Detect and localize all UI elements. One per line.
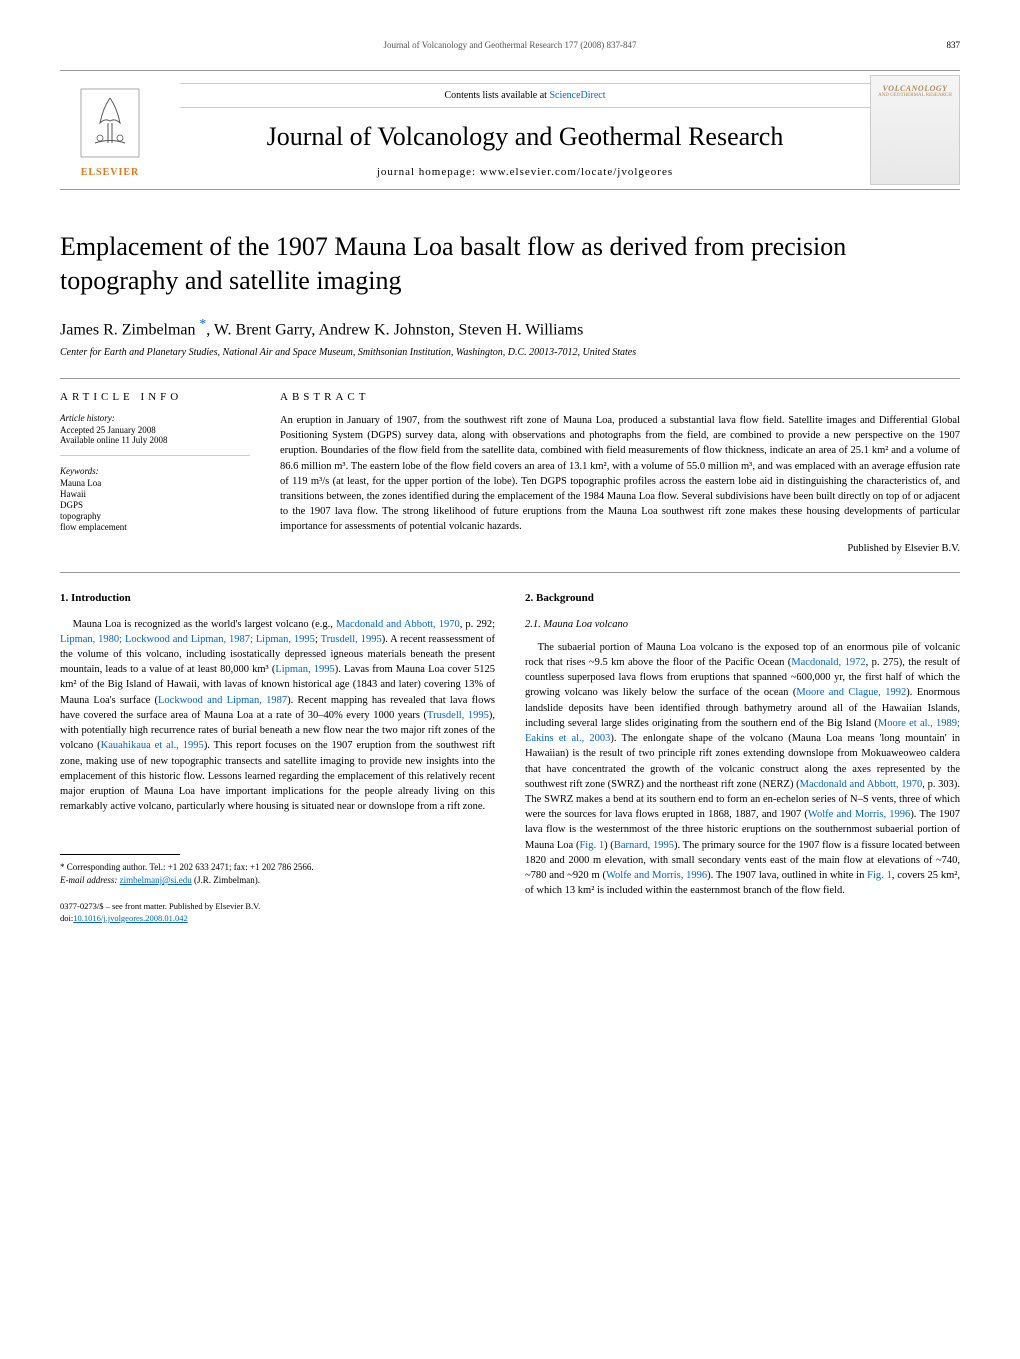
corresponding-author-footnote: * Corresponding author. Tel.: +1 202 633… [60, 861, 495, 886]
text-run: ). The 1907 lava, outlined in white in [707, 870, 867, 881]
body-columns: 1. Introduction Mauna Loa is recognized … [60, 591, 960, 925]
section-heading-intro: 1. Introduction [60, 591, 495, 607]
front-matter-line: 0377-0273/$ – see front matter. Publishe… [60, 901, 495, 913]
abstract-heading: ABSTRACT [280, 391, 960, 403]
affiliation: Center for Earth and Planetary Studies, … [60, 347, 960, 358]
cover-thumb-title: VOLCANOLOGY [882, 84, 947, 93]
homepage-prefix: journal homepage: [377, 166, 480, 178]
email-suffix: (J.R. Zimbelman). [192, 875, 260, 885]
running-header: Journal of Volcanology and Geothermal Re… [60, 40, 960, 50]
online-date: Available online 11 July 2008 [60, 435, 250, 445]
doi-prefix: doi: [60, 913, 73, 923]
front-matter: 0377-0273/$ – see front matter. Publishe… [60, 901, 495, 925]
email-label: E-mail address: [60, 875, 120, 885]
keyword: topography [60, 511, 250, 521]
doi-line: doi:10.1016/j.jvolgeores.2008.01.042 [60, 913, 495, 925]
footnote-separator [60, 854, 180, 855]
citation-link[interactable]: Lipman, 1995 [275, 664, 334, 675]
doi-link[interactable]: 10.1016/j.jvolgeores.2008.01.042 [73, 913, 188, 923]
keyword: Mauna Loa [60, 478, 250, 488]
right-column: 2. Background 2.1. Mauna Loa volcano The… [525, 591, 960, 925]
section-heading-background: 2. Background [525, 591, 960, 607]
article-title: Emplacement of the 1907 Mauna Loa basalt… [60, 230, 960, 298]
citation-link[interactable]: Moore and Clague, 1992 [796, 687, 906, 698]
keywords-list: Mauna Loa Hawaii DGPS topography flow em… [60, 478, 250, 532]
citation-link[interactable]: Lockwood and Lipman, 1987 [158, 695, 287, 706]
figure-link[interactable]: Fig. 1 [867, 870, 892, 881]
page-number: 837 [947, 40, 961, 50]
keyword: flow emplacement [60, 522, 250, 532]
journal-cover-thumbnail: VOLCANOLOGY AND GEOTHERMAL RESEARCH [870, 75, 960, 185]
sciencedirect-link[interactable]: ScienceDirect [549, 90, 605, 101]
published-by: Published by Elsevier B.V. [280, 543, 960, 554]
info-abstract-row: ARTICLE INFO Article history: Accepted 2… [60, 378, 960, 554]
left-column: 1. Introduction Mauna Loa is recognized … [60, 591, 495, 925]
background-paragraph: The subaerial portion of Mauna Loa volca… [525, 640, 960, 899]
keywords-block: Keywords: Mauna Loa Hawaii DGPS topograp… [60, 466, 250, 532]
citation-link[interactable]: Lipman, 1980; Lockwood and Lipman, 1987;… [60, 634, 315, 645]
masthead: ELSEVIER Contents lists available at Sci… [60, 70, 960, 190]
intro-paragraph: Mauna Loa is recognized as the world's l… [60, 617, 495, 815]
accepted-date: Accepted 25 January 2008 [60, 425, 250, 435]
abstract-column: ABSTRACT An eruption in January of 1907,… [280, 391, 960, 554]
citation-link[interactable]: Barnard, 1995 [614, 840, 674, 851]
masthead-center: Contents lists available at ScienceDirec… [180, 83, 870, 178]
text-run: Mauna Loa is recognized as the world's l… [73, 619, 336, 630]
elsevier-logo: ELSEVIER [60, 75, 160, 185]
elsevier-tree-icon [75, 83, 145, 163]
cover-thumb-subtitle: AND GEOTHERMAL RESEARCH [878, 93, 952, 98]
keyword: DGPS [60, 500, 250, 510]
abstract-text: An eruption in January of 1907, from the… [280, 413, 960, 535]
citation-link[interactable]: Wolfe and Morris, 1996 [606, 870, 707, 881]
authors-rest: , W. Brent Garry, Andrew K. Johnston, St… [206, 321, 583, 338]
citation-link[interactable]: Kauahikaua et al., 1995 [101, 740, 204, 751]
article-history-block: Article history: Accepted 25 January 200… [60, 413, 250, 456]
text-run: , p. 292; [460, 619, 495, 630]
text-run: ) ( [604, 840, 614, 851]
article-info-heading: ARTICLE INFO [60, 391, 250, 403]
authors-line: James R. Zimbelman *, W. Brent Garry, An… [60, 316, 960, 339]
email-link[interactable]: zimbelmanj@si.edu [120, 875, 192, 885]
citation-link[interactable]: Trusdell, 1995 [321, 634, 382, 645]
citation-link[interactable]: Macdonald, 1972 [791, 657, 865, 668]
contents-prefix: Contents lists available at [444, 90, 549, 101]
keyword: Hawaii [60, 489, 250, 499]
journal-title-masthead: Journal of Volcanology and Geothermal Re… [180, 122, 870, 152]
authors-text: James R. Zimbelman [60, 321, 196, 338]
email-line: E-mail address: zimbelmanj@si.edu (J.R. … [60, 874, 495, 887]
elsevier-label: ELSEVIER [81, 167, 140, 178]
corresponding-tel-fax: * Corresponding author. Tel.: +1 202 633… [60, 861, 495, 874]
figure-link[interactable]: Fig. 1 [579, 840, 604, 851]
homepage-line: journal homepage: www.elsevier.com/locat… [180, 166, 870, 178]
citation-link[interactable]: Wolfe and Morris, 1996 [808, 809, 910, 820]
contents-line: Contents lists available at ScienceDirec… [180, 83, 870, 108]
article-history-label: Article history: [60, 413, 250, 423]
section-divider [60, 572, 960, 573]
keywords-label: Keywords: [60, 466, 250, 476]
citation-link[interactable]: Trusdell, 1995 [427, 710, 489, 721]
citation-link[interactable]: Macdonald and Abbott, 1970 [336, 619, 460, 630]
homepage-url: www.elsevier.com/locate/jvolgeores [480, 166, 673, 178]
subsection-heading: 2.1. Mauna Loa volcano [525, 617, 960, 632]
article-info-column: ARTICLE INFO Article history: Accepted 2… [60, 391, 280, 554]
citation-link[interactable]: Macdonald and Abbott, 1970 [800, 779, 923, 790]
